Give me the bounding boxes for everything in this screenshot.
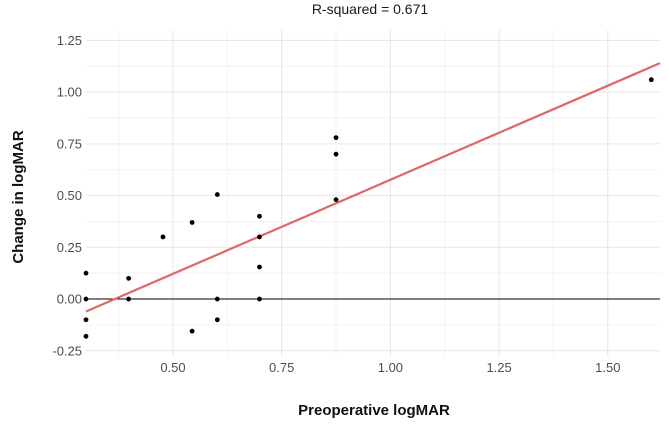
y-tick-label: -0.25 [52, 343, 82, 358]
y-tick-label: 1.00 [57, 85, 82, 100]
data-point [214, 192, 220, 197]
y-tick-label: 0.50 [57, 188, 82, 203]
x-axis-ticks: 0.50 0.75 1.00 1.25 1.50 [160, 360, 620, 375]
data-point [333, 135, 339, 141]
x-tick-label: 0.75 [269, 360, 294, 375]
data-point [83, 270, 89, 276]
chart-title: R-squared = 0.671 [312, 1, 429, 17]
y-tick-label: 0.00 [57, 292, 82, 307]
data-point [257, 264, 262, 270]
data-point [333, 151, 339, 157]
y-axis-title: Change in logMAR [10, 130, 27, 263]
y-tick-label: 0.75 [57, 136, 82, 151]
data-point [257, 296, 262, 302]
fit-line [85, 62, 661, 313]
x-tick-label: 0.50 [160, 360, 185, 375]
y-axis-ticks: -0.25 0.00 0.25 0.50 0.75 1.00 1.25 [52, 33, 82, 358]
x-tick-label: 1.50 [595, 360, 620, 375]
data-point [83, 296, 89, 302]
x-tick-label: 1.00 [378, 360, 403, 375]
data-point [83, 333, 89, 339]
y-tick-label: 0.25 [57, 240, 82, 255]
data-point [189, 220, 195, 225]
grid [86, 30, 660, 357]
x-tick-label: 1.25 [486, 360, 511, 375]
data-point [189, 328, 195, 334]
x-axis-title: Preoperative logMAR [298, 402, 450, 419]
data-point [257, 234, 262, 240]
data-point [83, 317, 89, 323]
data-points [83, 77, 654, 339]
data-point [333, 197, 339, 203]
data-point [257, 213, 262, 219]
data-point [648, 77, 654, 83]
y-tick-label: 1.25 [57, 33, 82, 48]
data-point [126, 296, 132, 302]
data-point [126, 275, 132, 281]
regression-line [85, 62, 661, 313]
data-point [160, 234, 166, 240]
data-point [214, 296, 220, 302]
data-point [214, 317, 220, 323]
